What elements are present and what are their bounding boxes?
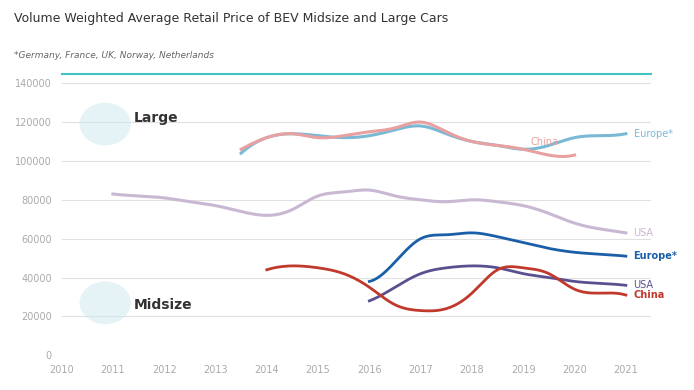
Text: USA: USA bbox=[634, 280, 654, 290]
Text: Volume Weighted Average Retail Price of BEV Midsize and Large Cars: Volume Weighted Average Retail Price of … bbox=[14, 12, 448, 25]
Text: Europe*: Europe* bbox=[634, 251, 677, 261]
Text: Large: Large bbox=[133, 111, 178, 125]
Ellipse shape bbox=[80, 103, 131, 145]
Text: Midsize: Midsize bbox=[133, 298, 192, 312]
Text: USA: USA bbox=[634, 228, 654, 238]
Text: China: China bbox=[634, 290, 665, 300]
Ellipse shape bbox=[80, 282, 131, 324]
Text: *Germany, France, UK, Norway, Netherlands: *Germany, France, UK, Norway, Netherland… bbox=[14, 51, 214, 60]
Text: China: China bbox=[531, 136, 559, 147]
Text: Europe*: Europe* bbox=[634, 129, 672, 139]
